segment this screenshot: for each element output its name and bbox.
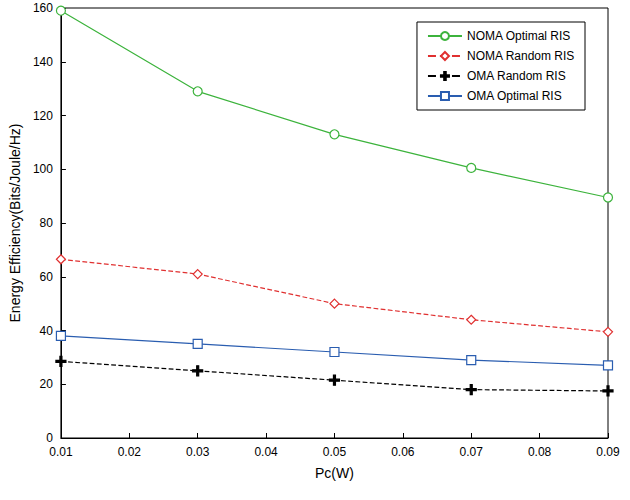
svg-text:NOMA Random RIS: NOMA Random RIS: [467, 49, 574, 63]
svg-text:0.08: 0.08: [528, 445, 552, 459]
svg-text:OMA Optimal RIS: OMA Optimal RIS: [467, 89, 562, 103]
svg-text:160: 160: [33, 1, 53, 15]
svg-text:0: 0: [46, 431, 53, 445]
svg-text:140: 140: [33, 55, 53, 69]
svg-text:80: 80: [40, 216, 54, 230]
svg-text:60: 60: [40, 270, 54, 284]
svg-text:0.07: 0.07: [460, 445, 484, 459]
svg-text:0.05: 0.05: [323, 445, 347, 459]
svg-text:40: 40: [40, 324, 54, 338]
svg-text:0.03: 0.03: [186, 445, 210, 459]
svg-text:120: 120: [33, 109, 53, 123]
svg-text:Pc(W): Pc(W): [315, 465, 354, 481]
svg-text:0.06: 0.06: [391, 445, 415, 459]
svg-text:Energy Efficiency(Bits/Joule/H: Energy Efficiency(Bits/Joule/Hz): [7, 124, 23, 323]
svg-text:100: 100: [33, 162, 53, 176]
svg-text:NOMA Optimal RIS: NOMA Optimal RIS: [467, 29, 570, 43]
svg-text:20: 20: [40, 377, 54, 391]
svg-text:OMA Random RIS: OMA Random RIS: [467, 69, 566, 83]
svg-text:0.09: 0.09: [596, 445, 620, 459]
svg-text:0.02: 0.02: [118, 445, 142, 459]
svg-text:0.04: 0.04: [254, 445, 278, 459]
svg-text:0.01: 0.01: [49, 445, 73, 459]
